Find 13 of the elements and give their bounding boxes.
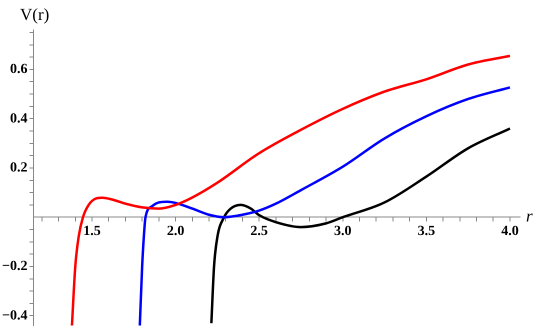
x-tick-label: 2.5 (250, 224, 268, 240)
y-tick-label: −0.2 (2, 259, 28, 274)
y-axis-title: V(r) (20, 4, 50, 24)
x-axis-title: r (526, 206, 533, 226)
y-tick-label: −0.4 (2, 308, 28, 324)
x-tick-label: 1.5 (83, 224, 101, 240)
y-tick-label: 0.6 (10, 62, 28, 78)
x-tick-label: 3.5 (418, 224, 436, 240)
y-tick-label: 0.2 (10, 160, 28, 176)
x-tick-label: 3.0 (334, 224, 352, 240)
x-tick-label: 4.0 (501, 224, 519, 240)
x-tick-label: 2.0 (166, 224, 184, 240)
y-tick-label: 0.4 (10, 111, 28, 126)
